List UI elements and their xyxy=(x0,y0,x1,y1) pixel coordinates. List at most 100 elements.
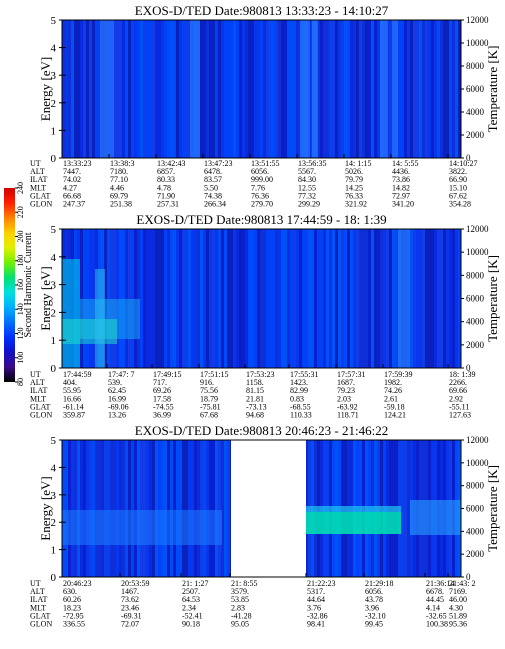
heatmap-column xyxy=(455,229,458,368)
heatmap-column xyxy=(149,440,152,577)
y-tick-label: 3 xyxy=(51,70,57,82)
heatmap-column xyxy=(164,440,167,577)
table-cell: 13:47:23 xyxy=(204,159,232,168)
heatmap-column xyxy=(374,229,377,368)
heatmap-column xyxy=(299,229,302,368)
table-cell: 67.68 xyxy=(200,411,218,420)
heatmap-column xyxy=(191,440,194,577)
heatmap-column xyxy=(317,20,320,158)
heatmap-cells xyxy=(62,20,461,158)
heatmap-column xyxy=(251,229,254,368)
panel-3: EXOS-D/TED Date:980813 20:46:23 - 21:46:… xyxy=(30,423,500,629)
y-right-tick-label: 6000 xyxy=(466,504,485,514)
table-cell: 13:51:55 xyxy=(251,159,279,168)
table-cell: 95.05 xyxy=(231,620,249,629)
heatmap-column xyxy=(146,440,149,577)
y-axis-label: Energy [eV] xyxy=(38,476,53,540)
y-right-axis-label: Temperature [K] xyxy=(485,255,500,342)
heatmap-band xyxy=(306,512,401,534)
table-cell: 7180. xyxy=(110,167,128,176)
heatmap-column xyxy=(290,20,293,158)
table-cell: 76.33 xyxy=(345,191,363,200)
heatmap-column xyxy=(104,229,107,368)
heatmap-column xyxy=(185,229,188,368)
table-cell: 21:43: 2 xyxy=(449,579,475,588)
table-cell: 2.83 xyxy=(231,603,245,612)
heatmap-column xyxy=(245,20,248,158)
y-right-tick-label: 4000 xyxy=(466,317,485,327)
heatmap-column xyxy=(392,229,395,368)
heatmap-column xyxy=(422,20,425,158)
table-cell: 4436. xyxy=(392,167,410,176)
heatmap-column xyxy=(287,20,290,158)
table-cell: 630. xyxy=(63,587,77,596)
heatmap-column xyxy=(413,20,416,158)
y-right-tick-label: 4000 xyxy=(466,526,485,536)
table-cell: -61.14 xyxy=(63,402,84,411)
y-tick-label: 5 xyxy=(51,435,57,447)
heatmap-column xyxy=(428,20,431,158)
table-cell: 13:56:35 xyxy=(298,159,326,168)
table-cell: 43.78 xyxy=(365,595,383,604)
y-tick-label: 5 xyxy=(51,224,57,236)
row-label: GLON xyxy=(30,411,52,420)
heatmap-column xyxy=(254,229,257,368)
y-right-tick-label: 8000 xyxy=(466,61,485,71)
heatmap-column xyxy=(254,20,257,158)
heatmap-column xyxy=(350,229,353,368)
heatmap-column xyxy=(224,440,227,577)
table-cell: 7447. xyxy=(63,167,81,176)
y-right-tick-label: 12000 xyxy=(466,224,489,234)
heatmap-column xyxy=(263,20,266,158)
heatmap-column xyxy=(311,229,314,368)
heatmap-column xyxy=(92,20,95,158)
heatmap-column xyxy=(233,20,236,158)
table-cell: 916. xyxy=(200,378,214,387)
table-cell: 53.85 xyxy=(231,595,249,604)
table-cell: 74.26 xyxy=(384,386,402,395)
table-cell: 80.33 xyxy=(157,175,175,184)
heatmap-column xyxy=(170,229,173,368)
table-cell: -52.41 xyxy=(182,611,203,620)
heatmap-column xyxy=(188,440,191,577)
heatmap-column xyxy=(152,440,155,577)
heatmap-column xyxy=(281,229,284,368)
row-label: ILAT xyxy=(30,175,47,184)
heatmap-column xyxy=(404,20,407,158)
y-right-tick-label: 10000 xyxy=(466,38,489,48)
heatmap-column xyxy=(143,440,146,577)
heatmap-column xyxy=(173,20,176,158)
heatmap-column xyxy=(122,440,125,577)
heatmap-column xyxy=(227,20,230,158)
heatmap-column xyxy=(197,229,200,368)
table-cell: 46.00 xyxy=(449,595,467,604)
heatmap-column xyxy=(449,229,452,368)
heatmap-column xyxy=(152,20,155,158)
table-cell: 2.92 xyxy=(449,394,463,403)
table-cell: 55.95 xyxy=(63,386,81,395)
heatmap-column xyxy=(143,20,146,158)
table-cell: 76.36 xyxy=(251,191,269,200)
table-cell: 17:55:31 xyxy=(290,370,318,379)
heatmap-band xyxy=(190,20,200,158)
table-cell: 16.99 xyxy=(108,394,126,403)
heatmap-column xyxy=(86,20,89,158)
heatmap-column xyxy=(131,229,134,368)
y-axis-label: Energy [eV] xyxy=(38,57,53,121)
heatmap-column xyxy=(335,20,338,158)
heatmap-band xyxy=(300,20,310,158)
heatmap-column xyxy=(410,20,413,158)
y-tick-label: 3 xyxy=(51,490,57,502)
table-cell: 71.90 xyxy=(157,191,175,200)
table-cell: 14.82 xyxy=(392,183,410,192)
heatmap-column xyxy=(269,229,272,368)
y-tick-label: 4 xyxy=(51,43,57,55)
heatmap-column xyxy=(347,229,350,368)
heatmap-column xyxy=(356,229,359,368)
table-cell: 110.33 xyxy=(290,411,312,420)
row-label: ALT xyxy=(30,167,45,176)
table-cell: 3.96 xyxy=(365,603,379,612)
heatmap-column xyxy=(266,229,269,368)
y-right-tick-label: 12000 xyxy=(466,435,489,445)
heatmap-column xyxy=(89,229,92,368)
